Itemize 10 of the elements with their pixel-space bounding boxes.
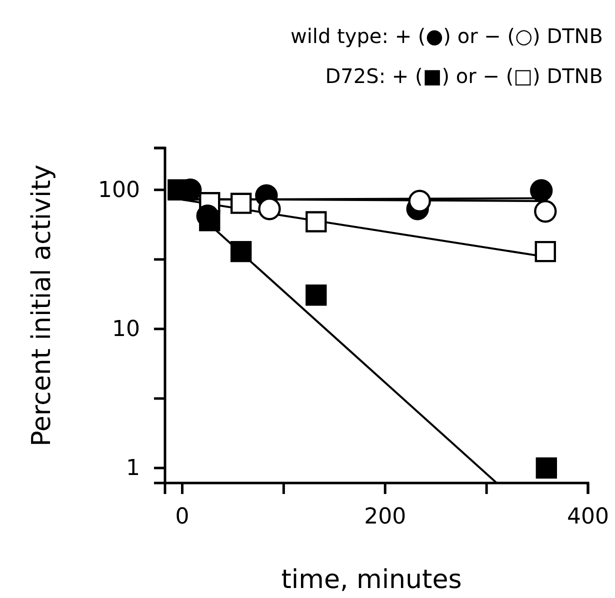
text: D72S: + (■) or − (□) DTNB	[325, 64, 603, 88]
y-axis-title: Percent initial activity	[27, 164, 57, 446]
x-tick-label: 200	[364, 504, 406, 530]
x-tick-label: 400	[567, 504, 609, 530]
y-tick-label: 1	[126, 456, 140, 482]
y-tick-label: 10	[112, 316, 140, 342]
x-axis-title: time, minutes	[281, 565, 462, 595]
x-tick-label: 0	[175, 504, 190, 530]
text: wild type: + (●) or − (○) DTNB	[290, 24, 603, 48]
y-tick-label: 100	[98, 178, 140, 203]
